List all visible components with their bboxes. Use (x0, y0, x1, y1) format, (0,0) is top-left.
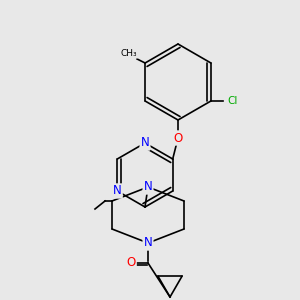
Text: CH₃: CH₃ (121, 49, 137, 58)
Text: N: N (144, 236, 152, 250)
Text: N: N (144, 181, 152, 194)
Text: O: O (173, 131, 183, 145)
Text: Cl: Cl (228, 96, 238, 106)
Text: O: O (126, 256, 136, 269)
Text: N: N (141, 136, 149, 149)
Text: N: N (113, 184, 122, 197)
